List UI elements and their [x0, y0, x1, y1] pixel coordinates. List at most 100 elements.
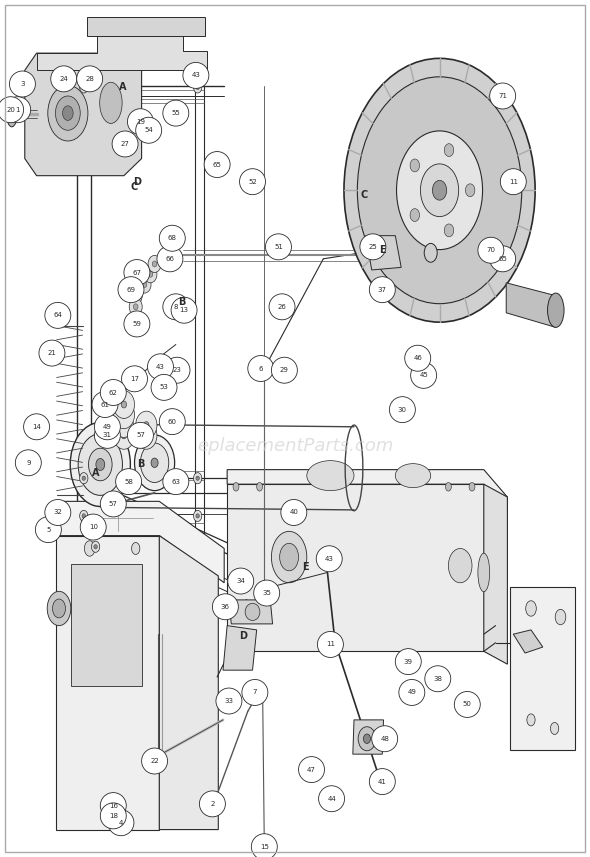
Circle shape [399, 680, 425, 705]
Text: 23: 23 [172, 367, 182, 374]
Text: 38: 38 [433, 675, 442, 682]
Text: 20: 20 [6, 106, 15, 113]
Ellipse shape [86, 526, 94, 536]
Text: 66: 66 [165, 255, 175, 262]
Circle shape [360, 234, 386, 260]
Text: 14: 14 [32, 423, 41, 430]
Ellipse shape [196, 86, 199, 90]
Circle shape [45, 303, 71, 328]
Circle shape [9, 71, 35, 97]
Ellipse shape [135, 435, 175, 491]
Ellipse shape [478, 554, 490, 591]
Ellipse shape [194, 511, 202, 521]
Polygon shape [366, 236, 401, 270]
Ellipse shape [78, 434, 123, 495]
Text: 16: 16 [109, 802, 118, 809]
Circle shape [163, 469, 189, 494]
Text: 48: 48 [380, 735, 389, 742]
Ellipse shape [410, 208, 419, 221]
Circle shape [500, 169, 526, 195]
Text: 25: 25 [369, 243, 377, 250]
Text: A: A [119, 82, 126, 93]
Ellipse shape [344, 58, 535, 322]
Ellipse shape [466, 184, 475, 197]
Ellipse shape [138, 276, 151, 293]
Circle shape [317, 632, 343, 657]
Polygon shape [353, 720, 384, 754]
Text: E: E [379, 245, 386, 255]
Polygon shape [56, 536, 159, 830]
Ellipse shape [133, 304, 138, 310]
Polygon shape [513, 630, 543, 653]
Ellipse shape [100, 82, 122, 123]
Circle shape [395, 649, 421, 674]
Polygon shape [229, 600, 273, 624]
Text: 4: 4 [119, 819, 123, 826]
Ellipse shape [80, 473, 88, 484]
Circle shape [199, 791, 225, 817]
Ellipse shape [122, 411, 126, 418]
Text: 10: 10 [88, 524, 98, 530]
Ellipse shape [363, 734, 371, 744]
Circle shape [118, 277, 144, 303]
Circle shape [159, 409, 185, 434]
Ellipse shape [84, 541, 95, 556]
Ellipse shape [151, 458, 158, 468]
Circle shape [266, 234, 291, 260]
Circle shape [124, 311, 150, 337]
Text: 2: 2 [210, 800, 215, 807]
Ellipse shape [132, 542, 140, 554]
Ellipse shape [80, 82, 88, 93]
Circle shape [269, 294, 295, 320]
Ellipse shape [63, 106, 73, 121]
Text: 49: 49 [407, 689, 417, 696]
Text: 11: 11 [326, 641, 335, 648]
Text: 37: 37 [378, 286, 387, 293]
Circle shape [242, 680, 268, 705]
Circle shape [94, 414, 120, 440]
Circle shape [389, 397, 415, 423]
Text: 32: 32 [53, 509, 63, 516]
Circle shape [80, 514, 106, 540]
Text: 57: 57 [136, 432, 145, 439]
Text: 46: 46 [413, 355, 422, 362]
Ellipse shape [6, 101, 17, 127]
Ellipse shape [527, 714, 535, 726]
Ellipse shape [358, 77, 522, 303]
Text: 34: 34 [236, 578, 245, 584]
Text: 31: 31 [103, 432, 112, 439]
Text: 15: 15 [260, 843, 269, 850]
Text: 60: 60 [168, 418, 177, 425]
Ellipse shape [88, 448, 112, 481]
Text: C: C [361, 190, 368, 201]
Polygon shape [159, 536, 218, 830]
Ellipse shape [148, 255, 161, 273]
Text: 51: 51 [274, 243, 283, 250]
Ellipse shape [256, 837, 273, 856]
Circle shape [15, 450, 41, 476]
Ellipse shape [550, 722, 559, 734]
Text: B: B [137, 459, 144, 470]
Ellipse shape [395, 464, 431, 488]
Circle shape [164, 357, 190, 383]
Text: 57: 57 [109, 500, 118, 507]
Circle shape [369, 277, 395, 303]
Text: 67: 67 [132, 269, 142, 276]
Circle shape [100, 793, 126, 818]
Ellipse shape [143, 432, 149, 439]
Circle shape [372, 726, 398, 752]
Ellipse shape [136, 411, 157, 439]
Ellipse shape [194, 473, 202, 484]
Ellipse shape [152, 261, 157, 267]
Circle shape [490, 246, 516, 272]
Ellipse shape [91, 542, 100, 552]
Ellipse shape [122, 401, 126, 408]
Ellipse shape [410, 159, 419, 172]
Text: 43: 43 [156, 363, 165, 370]
Text: 58: 58 [124, 478, 133, 485]
Circle shape [171, 297, 197, 323]
Text: 18: 18 [109, 812, 118, 819]
Text: 24: 24 [60, 75, 68, 82]
Circle shape [163, 294, 189, 320]
Text: A: A [92, 468, 99, 478]
